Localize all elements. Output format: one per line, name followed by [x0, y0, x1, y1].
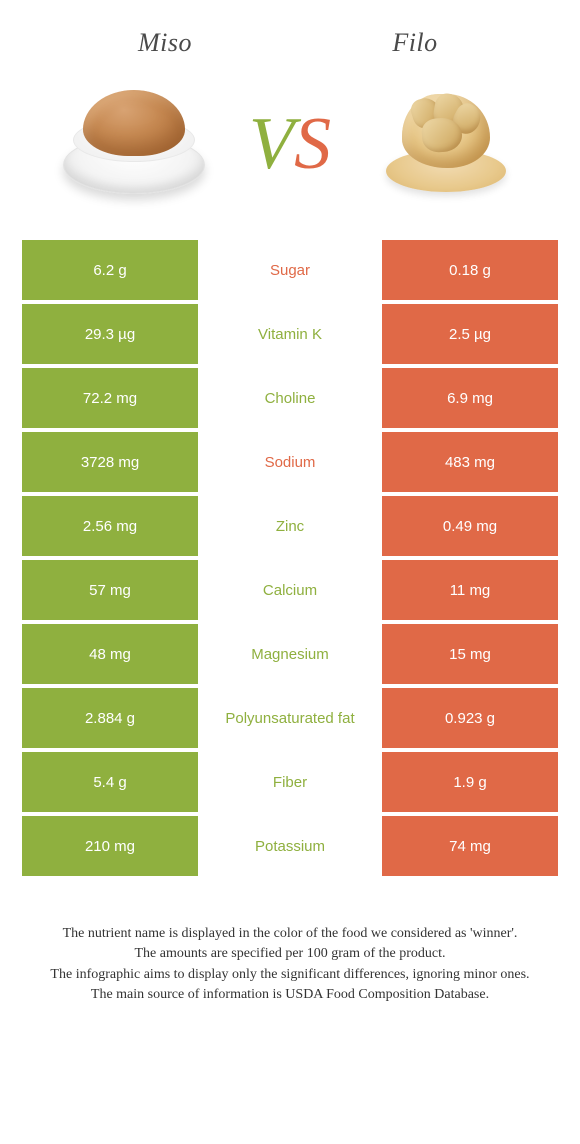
header-row: Miso Filo — [0, 0, 580, 68]
value-left: 210 mg — [22, 816, 198, 876]
miso-illustration — [59, 84, 209, 204]
nutrient-label: Choline — [198, 368, 382, 428]
filo-illustration — [376, 84, 516, 204]
table-row: 48 mgMagnesium15 mg — [22, 624, 558, 684]
value-left: 29.3 µg — [22, 304, 198, 364]
hero-section: VS — [0, 68, 580, 240]
table-row: 3728 mgSodium483 mg — [22, 432, 558, 492]
nutrient-label: Polyunsaturated fat — [198, 688, 382, 748]
food-image-left — [30, 84, 239, 204]
value-left: 5.4 g — [22, 752, 198, 812]
value-right: 483 mg — [382, 432, 558, 492]
footer-notes: The nutrient name is displayed in the co… — [0, 880, 580, 1005]
vs-letter-s: S — [294, 107, 331, 181]
nutrient-label: Fiber — [198, 752, 382, 812]
value-right: 0.18 g — [382, 240, 558, 300]
value-left: 2.56 mg — [22, 496, 198, 556]
value-right: 0.923 g — [382, 688, 558, 748]
value-left: 2.884 g — [22, 688, 198, 748]
value-left: 72.2 mg — [22, 368, 198, 428]
value-left: 6.2 g — [22, 240, 198, 300]
value-right: 0.49 mg — [382, 496, 558, 556]
nutrient-label: Potassium — [198, 816, 382, 876]
value-right: 6.9 mg — [382, 368, 558, 428]
footer-line-1: The nutrient name is displayed in the co… — [36, 924, 544, 944]
value-left: 57 mg — [22, 560, 198, 620]
table-row: 2.56 mgZinc0.49 mg — [22, 496, 558, 556]
value-right: 1.9 g — [382, 752, 558, 812]
table-row: 57 mgCalcium11 mg — [22, 560, 558, 620]
nutrient-label: Sugar — [198, 240, 382, 300]
nutrient-table: 6.2 gSugar0.18 g29.3 µgVitamin K2.5 µg72… — [0, 240, 580, 876]
table-row: 5.4 gFiber1.9 g — [22, 752, 558, 812]
nutrient-label: Calcium — [198, 560, 382, 620]
food-title-left: Miso — [40, 28, 290, 58]
table-row: 210 mgPotassium74 mg — [22, 816, 558, 876]
table-row: 2.884 gPolyunsaturated fat0.923 g — [22, 688, 558, 748]
vs-label: VS — [245, 107, 335, 181]
value-right: 74 mg — [382, 816, 558, 876]
footer-line-3: The infographic aims to display only the… — [36, 965, 544, 985]
footer-line-2: The amounts are specified per 100 gram o… — [36, 944, 544, 964]
value-left: 3728 mg — [22, 432, 198, 492]
nutrient-label: Vitamin K — [198, 304, 382, 364]
nutrient-label: Sodium — [198, 432, 382, 492]
vs-letter-v: V — [249, 107, 294, 181]
footer-line-4: The main source of information is USDA F… — [36, 985, 544, 1005]
food-image-right — [341, 84, 550, 204]
table-row: 29.3 µgVitamin K2.5 µg — [22, 304, 558, 364]
value-right: 2.5 µg — [382, 304, 558, 364]
table-row: 6.2 gSugar0.18 g — [22, 240, 558, 300]
value-left: 48 mg — [22, 624, 198, 684]
table-row: 72.2 mgCholine6.9 mg — [22, 368, 558, 428]
food-title-right: Filo — [290, 28, 540, 58]
value-right: 15 mg — [382, 624, 558, 684]
nutrient-label: Magnesium — [198, 624, 382, 684]
value-right: 11 mg — [382, 560, 558, 620]
nutrient-label: Zinc — [198, 496, 382, 556]
